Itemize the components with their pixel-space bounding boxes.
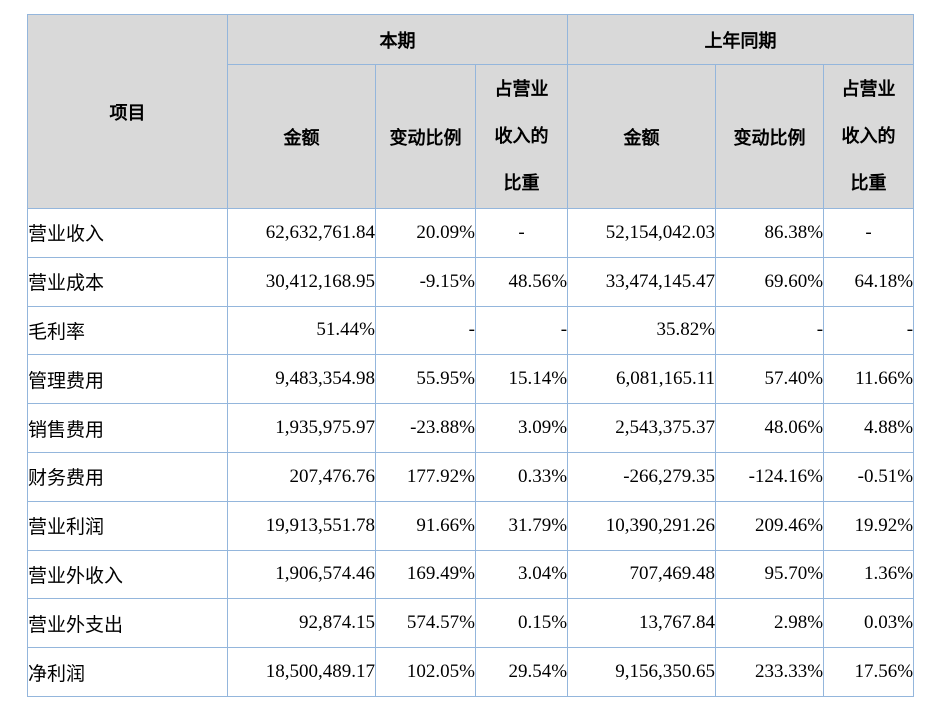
cell-amount-current: 1,906,574.46 bbox=[227, 549, 376, 600]
table-row: 财务费用 207,476.76 177.92% 0.33% -266,279.3… bbox=[27, 451, 915, 502]
table-row: 管理费用 9,483,354.98 55.95% 15.14% 6,081,16… bbox=[27, 354, 915, 405]
row-item-label: 营业外收入 bbox=[27, 549, 228, 600]
cell-change-ratio-prior: 233.33% bbox=[715, 647, 825, 697]
cell-change-ratio-prior: 69.60% bbox=[715, 256, 825, 307]
cell-amount-prior: 13,767.84 bbox=[567, 598, 717, 649]
row-item-label: 营业收入 bbox=[27, 208, 228, 258]
cell-change-ratio-current: - bbox=[375, 305, 476, 356]
cell-amount-prior: 9,156,350.65 bbox=[567, 647, 717, 697]
cell-revenue-share-current: 3.09% bbox=[474, 403, 569, 453]
table-row: 销售费用 1,935,975.97 -23.88% 3.09% 2,543,37… bbox=[27, 403, 915, 453]
header-item: 项目 bbox=[27, 14, 228, 209]
cell-revenue-share-prior: 19.92% bbox=[823, 500, 915, 551]
header-current-period: 本期 bbox=[226, 14, 569, 65]
cell-revenue-share-current: 0.33% bbox=[474, 451, 569, 502]
cell-amount-current: 9,483,354.98 bbox=[227, 354, 376, 405]
row-item-label: 净利润 bbox=[27, 647, 228, 697]
row-item-label: 营业成本 bbox=[27, 256, 228, 307]
cell-amount-current: 1,935,975.97 bbox=[227, 403, 376, 453]
table-row: 营业收入 62,632,761.84 20.09% - 52,154,042.0… bbox=[27, 208, 915, 258]
row-item-label: 销售费用 bbox=[27, 403, 228, 453]
cell-change-ratio-current: 169.49% bbox=[375, 549, 476, 600]
table-row: 毛利率 51.44% - - 35.82% - - bbox=[27, 305, 915, 356]
cell-revenue-share-current: - bbox=[474, 208, 569, 258]
cell-revenue-share-current: 48.56% bbox=[474, 256, 569, 307]
cell-amount-prior: 33,474,145.47 bbox=[567, 256, 717, 307]
table-row: 营业利润 19,913,551.78 91.66% 31.79% 10,390,… bbox=[27, 500, 915, 551]
cell-revenue-share-prior: 64.18% bbox=[823, 256, 915, 307]
cell-change-ratio-prior: - bbox=[715, 305, 825, 356]
cell-amount-prior: 6,081,165.11 bbox=[567, 354, 717, 405]
cell-amount-current: 18,500,489.17 bbox=[227, 647, 376, 697]
cell-change-ratio-current: 91.66% bbox=[375, 500, 476, 551]
cell-change-ratio-prior: 95.70% bbox=[715, 549, 825, 600]
cell-amount-current: 207,476.76 bbox=[227, 451, 376, 502]
cell-amount-prior: 707,469.48 bbox=[567, 549, 717, 600]
cell-amount-prior: 10,390,291.26 bbox=[567, 500, 717, 551]
cell-amount-prior: 52,154,042.03 bbox=[567, 208, 717, 258]
cell-revenue-share-prior: - bbox=[823, 208, 915, 258]
cell-revenue-share-prior: 17.56% bbox=[823, 647, 915, 697]
cell-amount-prior: -266,279.35 bbox=[567, 451, 717, 502]
cell-change-ratio-prior: 209.46% bbox=[715, 500, 825, 551]
table-row: 净利润 18,500,489.17 102.05% 29.54% 9,156,3… bbox=[27, 647, 915, 697]
cell-amount-current: 51.44% bbox=[227, 305, 376, 356]
cell-change-ratio-prior: 2.98% bbox=[715, 598, 825, 649]
cell-change-ratio-current: -23.88% bbox=[375, 403, 476, 453]
cell-revenue-share-prior: 1.36% bbox=[823, 549, 915, 600]
cell-revenue-share-prior: 4.88% bbox=[823, 403, 915, 453]
header-amount-current: 金额 bbox=[227, 64, 376, 209]
cell-amount-current: 92,874.15 bbox=[227, 598, 376, 649]
cell-change-ratio-prior: 57.40% bbox=[715, 354, 825, 405]
cell-amount-current: 19,913,551.78 bbox=[227, 500, 376, 551]
header-revenue-share-prior: 占营业 收入的 比重 bbox=[823, 64, 915, 209]
cell-change-ratio-current: 55.95% bbox=[375, 354, 476, 405]
row-item-label: 管理费用 bbox=[27, 354, 228, 405]
row-item-label: 毛利率 bbox=[27, 305, 228, 356]
cell-revenue-share-current: - bbox=[474, 305, 569, 356]
cell-revenue-share-current: 0.15% bbox=[474, 598, 569, 649]
header-change-ratio-prior: 变动比例 bbox=[715, 64, 825, 209]
cell-change-ratio-current: 177.92% bbox=[375, 451, 476, 502]
cell-revenue-share-current: 29.54% bbox=[474, 647, 569, 697]
table-row: 营业外支出 92,874.15 574.57% 0.15% 13,767.84 … bbox=[27, 598, 915, 649]
cell-change-ratio-current: 102.05% bbox=[375, 647, 476, 697]
cell-revenue-share-prior: 0.03% bbox=[823, 598, 915, 649]
cell-change-ratio-current: 20.09% bbox=[375, 208, 476, 258]
table-row: 营业成本 30,412,168.95 -9.15% 48.56% 33,474,… bbox=[27, 256, 915, 307]
cell-revenue-share-prior: 11.66% bbox=[823, 354, 915, 405]
cell-revenue-share-current: 31.79% bbox=[474, 500, 569, 551]
cell-amount-current: 62,632,761.84 bbox=[227, 208, 376, 258]
cell-revenue-share-current: 3.04% bbox=[474, 549, 569, 600]
financial-comparison-table: 项目 本期 上年同期 金额 变动比例 占营业 收入的 比重 金额 变动比例 占营… bbox=[27, 14, 915, 697]
cell-amount-prior: 2,543,375.37 bbox=[567, 403, 717, 453]
cell-amount-current: 30,412,168.95 bbox=[227, 256, 376, 307]
cell-change-ratio-prior: -124.16% bbox=[715, 451, 825, 502]
header-revenue-share-current: 占营业 收入的 比重 bbox=[474, 64, 569, 209]
table-row: 营业外收入 1,906,574.46 169.49% 3.04% 707,469… bbox=[27, 549, 915, 600]
row-item-label: 营业外支出 bbox=[27, 598, 228, 649]
cell-revenue-share-prior: -0.51% bbox=[823, 451, 915, 502]
cell-revenue-share-current: 15.14% bbox=[474, 354, 569, 405]
cell-amount-prior: 35.82% bbox=[567, 305, 717, 356]
cell-change-ratio-current: -9.15% bbox=[375, 256, 476, 307]
cell-change-ratio-prior: 48.06% bbox=[715, 403, 825, 453]
header-prior-period: 上年同期 bbox=[567, 14, 915, 65]
row-item-label: 财务费用 bbox=[27, 451, 228, 502]
header-group-row: 项目 本期 上年同期 bbox=[27, 14, 915, 209]
cell-change-ratio-current: 574.57% bbox=[375, 598, 476, 649]
cell-change-ratio-prior: 86.38% bbox=[715, 208, 825, 258]
cell-revenue-share-prior: - bbox=[823, 305, 915, 356]
row-item-label: 营业利润 bbox=[27, 500, 228, 551]
header-change-ratio-current: 变动比例 bbox=[375, 64, 476, 209]
header-sub-row: 金额 变动比例 占营业 收入的 比重 金额 变动比例 占营业 收入的 比重 bbox=[28, 64, 915, 209]
header-amount-prior: 金额 bbox=[567, 64, 717, 209]
